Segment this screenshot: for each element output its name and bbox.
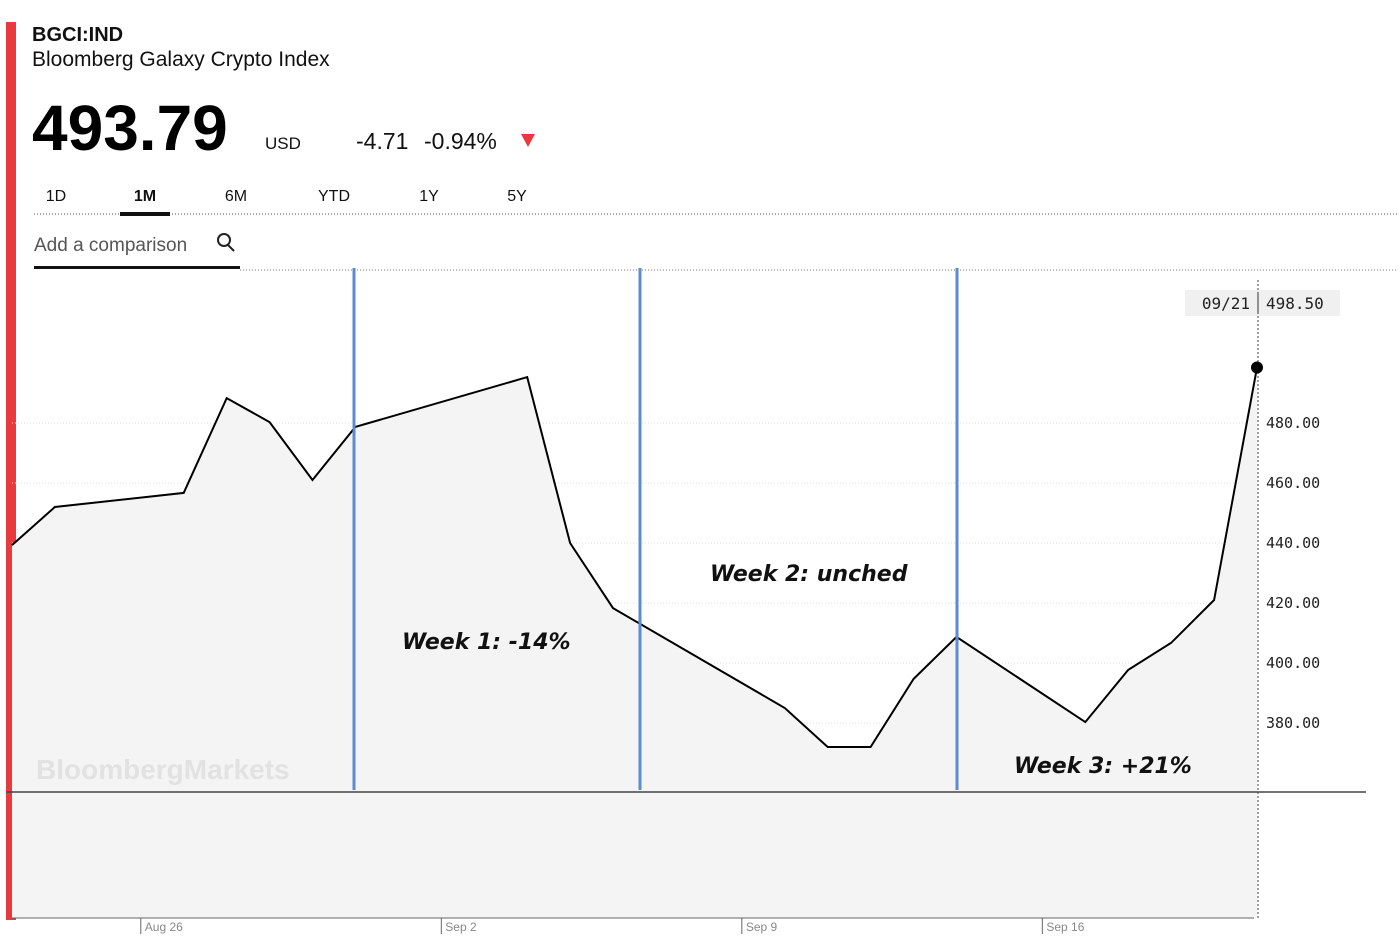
tab[interactable]: 1D [46, 188, 66, 205]
symbol: BGCI:IND [32, 24, 123, 46]
tab[interactable]: 6M [225, 188, 247, 205]
y-tick-label: 440.00 [1266, 534, 1320, 552]
tooltip-value: 498.50 [1266, 294, 1324, 313]
input-underline [34, 266, 240, 269]
tab[interactable]: 1M [134, 188, 156, 205]
active-tab-indicator [120, 212, 170, 216]
x-tick-label: Sep 16 [1046, 920, 1084, 934]
x-tick-label: Aug 26 [145, 920, 183, 934]
y-tick-label: 380.00 [1266, 714, 1320, 732]
price-line [11, 367, 1258, 748]
watermark: BloombergMarkets [36, 754, 290, 785]
index-name: Bloomberg Galaxy Crypto Index [32, 48, 330, 71]
annotation: Week 1: -14% [402, 630, 571, 655]
search-icon[interactable] [217, 233, 235, 252]
down-arrow [521, 134, 535, 147]
change: -4.71 [356, 128, 408, 154]
annotation: Week 3: +21% [1014, 754, 1192, 779]
y-tick-label: 480.00 [1266, 414, 1320, 432]
currency: USD [265, 134, 301, 153]
tab-bar: 1D 1M 6M YTD 1Y 5Y [46, 188, 527, 205]
tab[interactable]: YTD [318, 188, 350, 205]
tooltip [1185, 290, 1340, 316]
plot [11, 367, 1258, 918]
x-tick-label: Sep 2 [445, 920, 477, 934]
tab[interactable]: 5Y [507, 188, 527, 205]
y-tick-label: 420.00 [1266, 594, 1320, 612]
annotation: Week 2: unched [710, 562, 908, 587]
price: 493.79 [32, 92, 228, 164]
comparison-input[interactable]: Add a comparison [34, 235, 187, 256]
last-point [1251, 361, 1263, 374]
tab[interactable]: 1Y [419, 188, 439, 205]
tooltip-date: 09/21 [1202, 294, 1250, 313]
x-tick-label: Sep 9 [746, 920, 778, 934]
y-tick-label: 460.00 [1266, 474, 1320, 492]
area-fill [12, 367, 1257, 918]
y-tick-label: 400.00 [1266, 654, 1320, 672]
accent-bar [6, 22, 16, 920]
change-percent: -0.94% [424, 128, 497, 154]
